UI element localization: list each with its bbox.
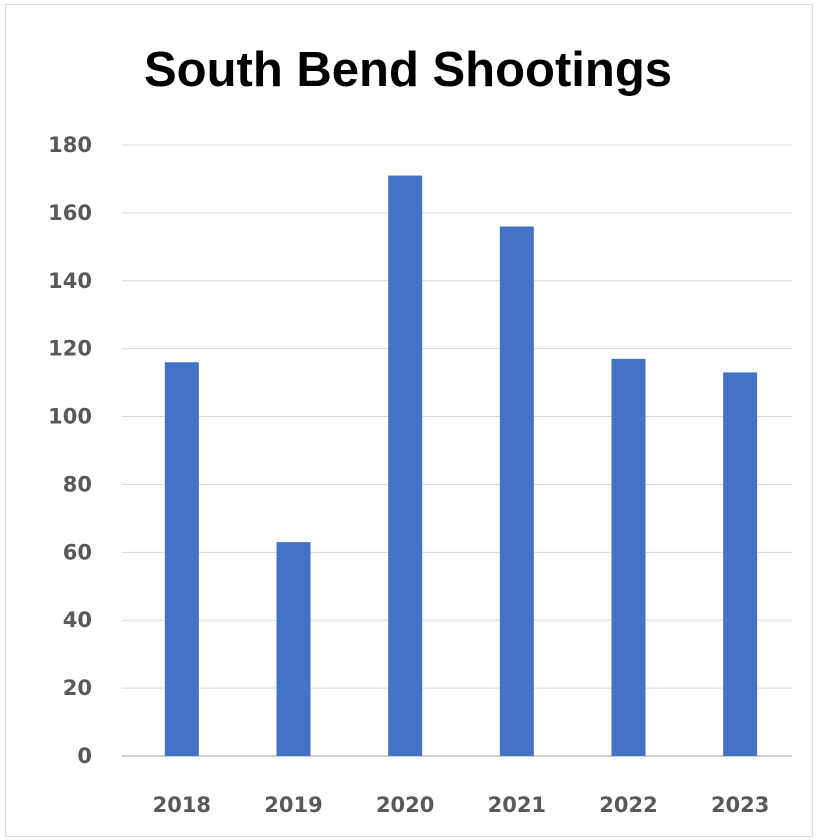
x-tick-label: 2021 bbox=[488, 793, 546, 817]
y-tick-label: 40 bbox=[63, 608, 92, 632]
bar-2020 bbox=[388, 175, 423, 757]
x-tick-label: 2022 bbox=[599, 793, 657, 817]
bar-2022 bbox=[611, 358, 646, 756]
bar-2018 bbox=[164, 362, 199, 756]
y-axis-tick-labels: 0 20 40 60 80 100 120 140 160 180 bbox=[48, 133, 92, 768]
x-tick-label: 2018 bbox=[153, 793, 211, 817]
chart-title: South Bend Shootings bbox=[143, 43, 673, 97]
x-tick-label: 2019 bbox=[264, 793, 322, 817]
y-tick-label: 120 bbox=[48, 337, 92, 361]
bar-2019 bbox=[276, 542, 311, 756]
bars bbox=[164, 175, 758, 757]
y-tick-label: 140 bbox=[48, 269, 92, 293]
x-tick-label: 2020 bbox=[376, 793, 434, 817]
bar-2023 bbox=[723, 372, 758, 756]
y-tick-label: 20 bbox=[63, 676, 92, 700]
x-axis-tick-labels: 2018 2019 2020 2021 2022 2023 bbox=[153, 793, 770, 817]
y-tick-label: 180 bbox=[48, 133, 92, 157]
x-tick-label: 2023 bbox=[711, 793, 769, 817]
gridlines bbox=[122, 144, 792, 757]
y-tick-label: 80 bbox=[63, 472, 92, 496]
y-tick-label: 160 bbox=[48, 201, 92, 225]
bar-2021 bbox=[499, 226, 534, 756]
y-tick-label: 0 bbox=[77, 744, 92, 768]
y-tick-label: 100 bbox=[48, 405, 92, 429]
y-tick-label: 60 bbox=[63, 540, 92, 564]
